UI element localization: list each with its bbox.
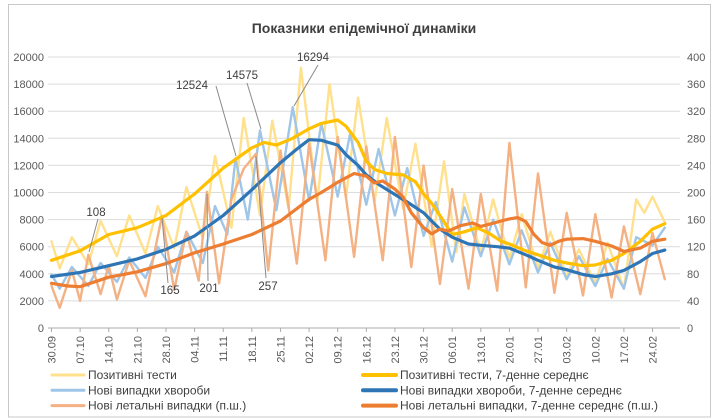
annotation-label: 14575 xyxy=(226,70,258,82)
left-axis-label: 20000 xyxy=(13,52,44,64)
legend-item[interactable]: Нові випадки хвороби xyxy=(50,383,210,397)
legend-item[interactable]: Нові летальні випадки (п.ш.) xyxy=(50,399,246,413)
legend-label: Нові випадки хвороби xyxy=(88,383,210,397)
x-axis-label: 10.02 xyxy=(590,336,602,364)
x-axis-label: 18.11 xyxy=(247,336,259,363)
series-deaths-daily[interactable] xyxy=(50,135,666,309)
right-axis-label: 200 xyxy=(687,188,705,200)
annotation-leader-line xyxy=(255,155,267,279)
annotation-leader-line xyxy=(246,82,262,130)
x-axis-label: 16.12 xyxy=(361,336,373,364)
legend-label: Позитивні тести xyxy=(88,368,177,382)
right-axis-label: 240 xyxy=(687,160,705,172)
annotation-label: 165 xyxy=(160,285,179,297)
right-axis-label: 120 xyxy=(687,242,705,254)
left-axis-label: 18000 xyxy=(13,79,44,91)
x-axis-label: 02.12 xyxy=(304,336,316,364)
left-axis-label: 10000 xyxy=(13,188,44,200)
left-axis: 2000018000160001400012000100008000600040… xyxy=(13,52,44,335)
annotations: 12524 14575 16294 108 165 201 257 xyxy=(86,52,329,297)
annotation-leader-line xyxy=(215,85,237,157)
series-deaths-avg[interactable] xyxy=(49,171,667,289)
annotation-leader-line xyxy=(293,64,319,107)
annotation-leader-line xyxy=(206,193,209,282)
chart-title: Показники епідемічної динаміки xyxy=(252,20,477,36)
annotation-label: 16294 xyxy=(297,52,330,64)
x-axis-label: 17.02 xyxy=(619,336,631,364)
right-axis-label: 400 xyxy=(687,52,705,64)
x-axis-label: 25.11 xyxy=(275,336,287,363)
legend-item[interactable]: Нові випадки хвороби, 7-денне середнє xyxy=(361,383,622,397)
legend-item[interactable]: Нові летальні випадки, 7-денне середнє (… xyxy=(361,399,658,413)
annotation-label: 201 xyxy=(199,283,218,295)
x-axis-label: 27.01 xyxy=(533,336,545,364)
right-axis-label: 80 xyxy=(687,269,699,281)
x-axis-label: 04.11 xyxy=(190,336,202,363)
x-axis-label: 21.10 xyxy=(132,336,144,364)
left-axis-label: 14000 xyxy=(13,133,44,145)
x-axis-label: 24.02 xyxy=(648,336,660,364)
x-axis-label: 30.12 xyxy=(419,336,431,364)
left-axis-label: 8000 xyxy=(20,215,44,227)
legend-item[interactable]: Позитивні тести xyxy=(50,368,177,382)
left-axis-label: 2000 xyxy=(20,296,44,308)
series-tests-avg[interactable] xyxy=(49,118,667,268)
annotation-leader-line xyxy=(161,217,169,284)
x-axis-label: 20.01 xyxy=(504,336,516,364)
annotation-label: 257 xyxy=(258,281,277,293)
gridlines xyxy=(48,56,680,329)
x-axis-label: 23.12 xyxy=(390,336,402,364)
left-axis-label: 6000 xyxy=(20,242,44,254)
right-axis-label: 40 xyxy=(687,296,699,308)
right-axis-label: 320 xyxy=(687,106,705,118)
right-axis-label: 280 xyxy=(687,133,705,145)
series-lines xyxy=(49,66,667,309)
left-axis-label: 12000 xyxy=(13,160,44,172)
annotation-label: 12524 xyxy=(176,80,209,92)
legend-label: Нові випадки хвороби, 7-денне середнє xyxy=(400,383,622,397)
x-axis-label: 03.02 xyxy=(562,336,574,364)
series-cases-avg[interactable] xyxy=(49,138,667,279)
annotation-leader-line xyxy=(88,218,99,253)
x-axis-label: 28.10 xyxy=(161,336,173,364)
right-axis-label: 360 xyxy=(687,79,705,91)
x-axis-label: 11.11 xyxy=(218,336,230,362)
right-axis-label: 160 xyxy=(687,215,705,227)
left-axis-label: 16000 xyxy=(13,106,44,118)
chart-border xyxy=(8,4,711,418)
x-axis: 30.09 07.10 14.10 21.10 28.10 04.11 11.11 18.11… xyxy=(47,328,660,364)
legend-item[interactable]: Позитивні тести, 7-денне середнє xyxy=(361,368,589,382)
x-axis-label: 07.10 xyxy=(75,336,87,364)
legend-label: Нові летальні випадки (п.ш.) xyxy=(88,399,246,413)
x-axis-label: 09.12 xyxy=(333,336,345,364)
x-axis-label: 06.01 xyxy=(447,336,459,364)
x-axis-label: 13.01 xyxy=(476,336,488,364)
left-axis-label: 0 xyxy=(38,323,44,335)
annotation-label: 108 xyxy=(86,207,105,219)
right-axis-label: 0 xyxy=(687,323,693,335)
legend-label: Нові летальні випадки, 7-денне середнє (… xyxy=(400,399,658,413)
x-axis-label: 30.09 xyxy=(47,336,59,364)
left-axis-label: 4000 xyxy=(20,269,44,281)
x-axis-label: 14.10 xyxy=(104,336,116,364)
legend-label: Позитивні тести, 7-денне середнє xyxy=(400,368,589,382)
